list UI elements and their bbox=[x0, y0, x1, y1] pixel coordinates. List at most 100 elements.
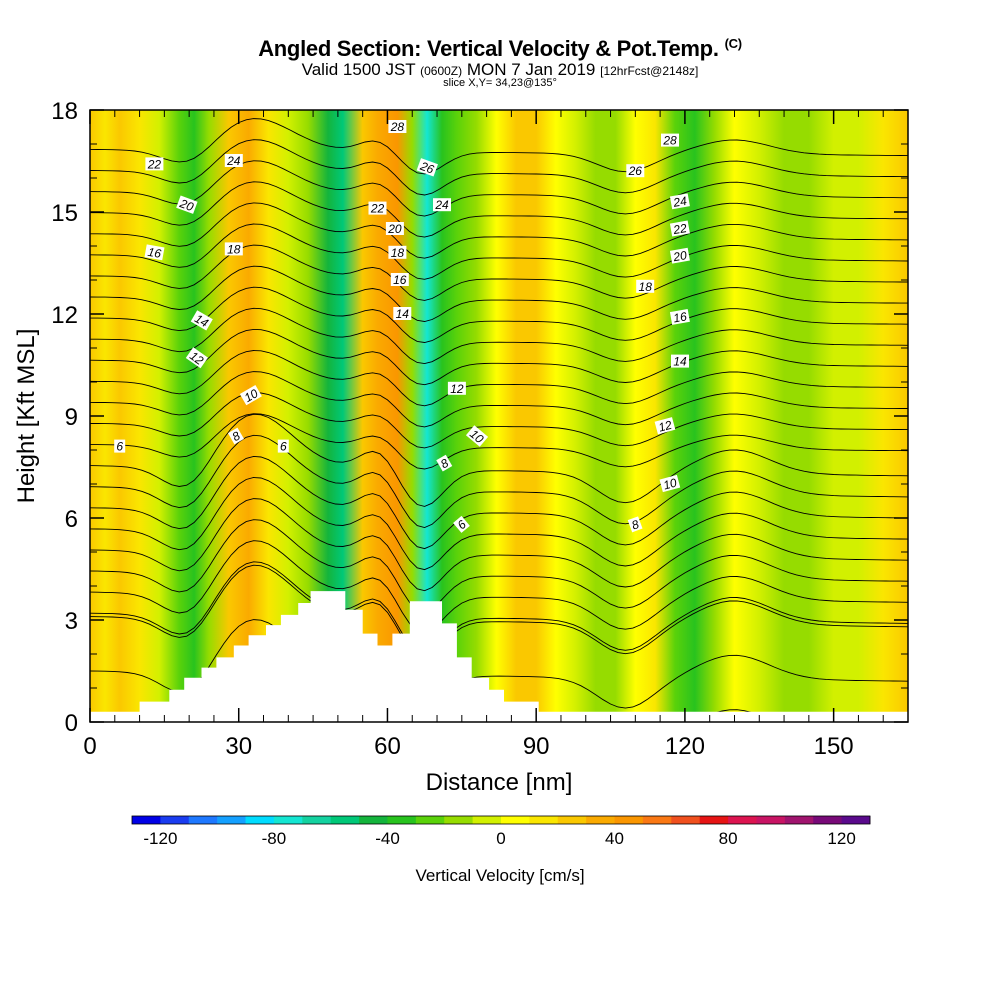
contour-label: 20 bbox=[176, 195, 198, 214]
contour-label-bg bbox=[669, 193, 690, 210]
isentrope-line bbox=[90, 286, 908, 343]
contour-label-text: 10 bbox=[662, 475, 679, 492]
contour-label-bg bbox=[224, 154, 243, 167]
contour-label-bg bbox=[224, 242, 243, 256]
contour-label-bg bbox=[654, 417, 676, 435]
contour-label: 12 bbox=[447, 381, 466, 396]
contour-label: 6 bbox=[277, 439, 289, 454]
contour-label: 8 bbox=[627, 516, 643, 533]
contour-label-bg bbox=[453, 515, 470, 533]
contour-label-bg bbox=[388, 245, 407, 259]
x-tick-label: 90 bbox=[523, 733, 550, 760]
contour-label-text: 16 bbox=[672, 309, 688, 325]
contour-label: 14 bbox=[190, 310, 213, 331]
contour-label-group: 6 8 6 10 12 14 16 18 20 22 24 28 26 22 24 20 18 16 14 12 10 8… bbox=[114, 120, 690, 533]
title-text: Angled Section: Vertical Velocity & Pot.… bbox=[258, 36, 719, 61]
contour-label: 22 bbox=[368, 201, 387, 216]
contour-label-bg bbox=[416, 158, 438, 177]
contour-label-bg bbox=[190, 310, 213, 331]
isentrope-line bbox=[90, 265, 908, 322]
contour-label: 18 bbox=[224, 242, 243, 256]
isentrope-line bbox=[90, 181, 908, 238]
contour-label-bg bbox=[436, 454, 453, 472]
isentrope-line bbox=[90, 139, 908, 196]
contour-label: 8 bbox=[227, 427, 244, 445]
isentrope-line bbox=[90, 540, 908, 634]
contour-label-bg bbox=[626, 164, 645, 178]
contour-label: 22 bbox=[145, 157, 164, 171]
contour-label-bg bbox=[239, 385, 262, 406]
x-tick-label: 120 bbox=[665, 733, 705, 760]
isentrope-line bbox=[90, 392, 908, 449]
contour-label: 20 bbox=[385, 222, 404, 236]
isentrope-line bbox=[90, 561, 908, 655]
contour-label-bg bbox=[669, 247, 690, 264]
contour-label-text: 14 bbox=[396, 307, 410, 321]
contour-label-text: 24 bbox=[434, 198, 449, 212]
contour-label-bg bbox=[390, 273, 409, 286]
colorbar-swatch bbox=[841, 816, 871, 824]
contour-label-bg bbox=[144, 244, 165, 261]
x-tick-label: 60 bbox=[374, 733, 401, 760]
isentrope-line bbox=[90, 223, 908, 280]
colorbar-swatch bbox=[671, 816, 701, 824]
isentrope-line bbox=[90, 564, 908, 658]
contour-label-bg bbox=[671, 354, 689, 368]
contour-label-text: 8 bbox=[630, 517, 641, 533]
colorbar-swatch bbox=[188, 816, 218, 824]
y-tick-label: 6 bbox=[65, 506, 78, 533]
contour-label: 26 bbox=[416, 158, 438, 177]
contour-label-bg bbox=[185, 347, 208, 369]
contour-label-bg bbox=[433, 198, 451, 212]
contour-label-bg bbox=[659, 474, 681, 493]
contour-label: 16 bbox=[669, 308, 690, 325]
contour-label-text: 28 bbox=[390, 120, 405, 134]
colorbar-swatch bbox=[302, 816, 332, 824]
colorbar-swatch bbox=[415, 816, 445, 824]
contour-label-text: 26 bbox=[628, 164, 643, 178]
contour-label-text: 12 bbox=[450, 382, 464, 396]
contour-label: 10 bbox=[239, 385, 262, 406]
y-tick-label: 3 bbox=[65, 608, 78, 635]
isentrope-line bbox=[90, 244, 908, 301]
terrain bbox=[90, 591, 908, 722]
contour-label: 18 bbox=[388, 245, 407, 260]
colorbar-swatch bbox=[132, 816, 161, 824]
valid-date: MON 7 Jan 2019 bbox=[466, 60, 596, 79]
colorbar-swatch bbox=[217, 816, 246, 824]
contour-label-text: 14 bbox=[192, 311, 211, 330]
contour-label: 14 bbox=[393, 307, 412, 321]
colorbar-swatch bbox=[245, 816, 275, 824]
y-tick-label: 9 bbox=[65, 404, 78, 431]
contour-label-bg bbox=[669, 308, 690, 325]
y-tick-label: 15 bbox=[51, 200, 78, 227]
colorbar-swatch bbox=[501, 816, 530, 824]
contour-label: 26 bbox=[626, 164, 645, 178]
colorbar-swatch bbox=[784, 816, 814, 824]
isentrope-line bbox=[90, 413, 908, 470]
contour-label: 10 bbox=[659, 474, 681, 493]
contour-label: 24 bbox=[433, 198, 451, 212]
contour-label-text: 18 bbox=[227, 242, 241, 256]
contour-label: 16 bbox=[390, 273, 409, 287]
colorbar-frame bbox=[131, 815, 871, 825]
colorbar-swatch bbox=[529, 816, 559, 824]
contour-label-bg bbox=[447, 381, 466, 395]
colorbar: -120 -80 -40 0 40 80 120 bbox=[131, 815, 871, 848]
contour-label-text: 22 bbox=[671, 221, 688, 237]
contour-label: 28 bbox=[388, 120, 407, 134]
title-unit: (C) bbox=[724, 36, 742, 51]
contour-label: 24 bbox=[224, 154, 243, 168]
isentrope-line bbox=[90, 118, 908, 175]
colorbar-tick-label: 120 bbox=[827, 829, 855, 848]
velocity-field bbox=[90, 110, 908, 722]
contour-label-text: 6 bbox=[116, 440, 123, 454]
contour-label: 12 bbox=[654, 417, 676, 435]
isentrope-line bbox=[90, 519, 908, 613]
contour-label-bg bbox=[393, 307, 412, 320]
contour-label-bg bbox=[114, 439, 126, 453]
x-tick-label: 150 bbox=[814, 733, 854, 760]
contour-label: 8 bbox=[436, 454, 453, 472]
contour-label-bg bbox=[627, 516, 643, 533]
